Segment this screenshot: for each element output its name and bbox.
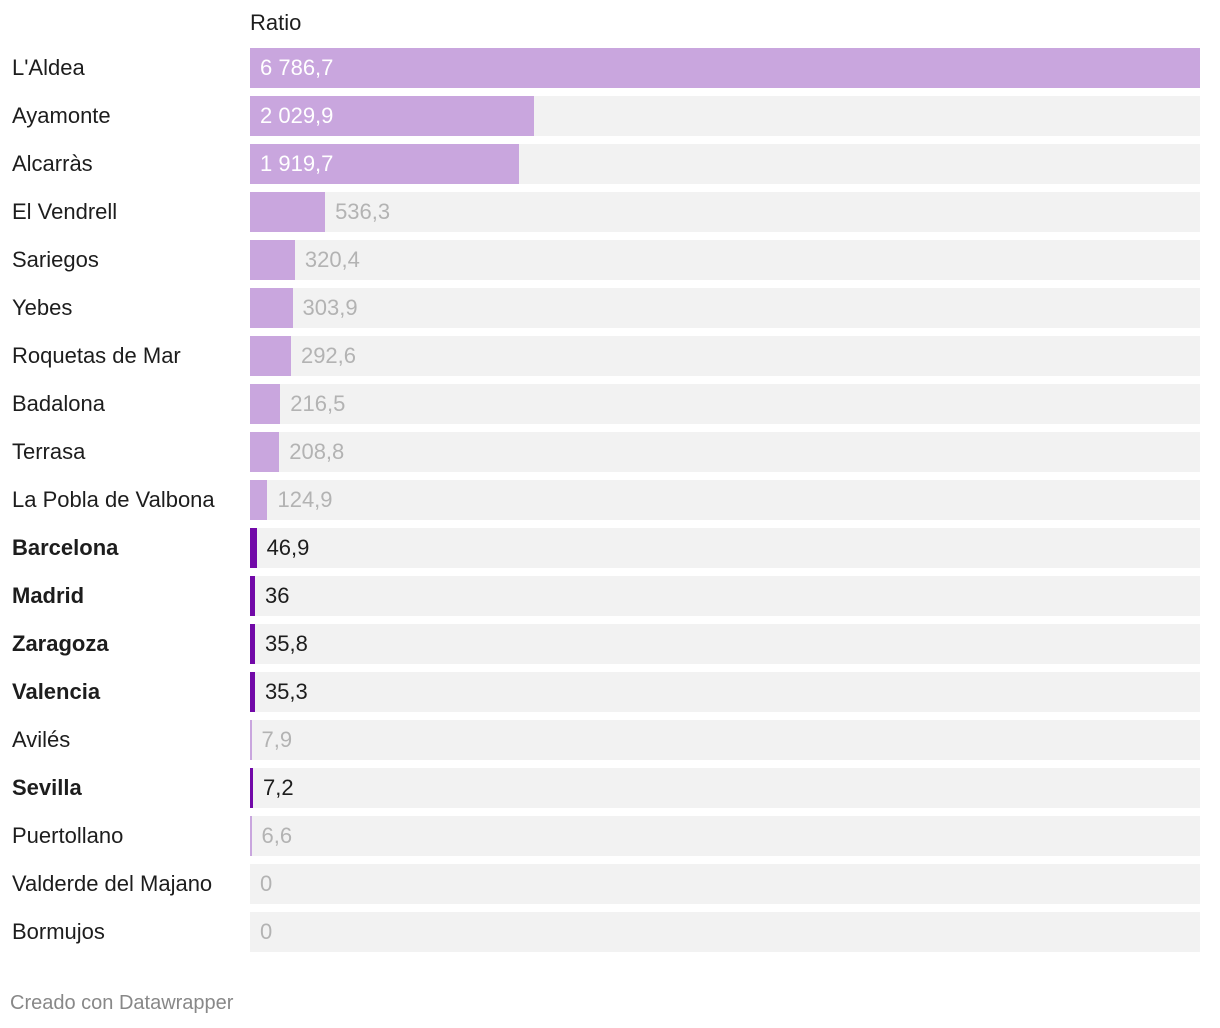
chart-row: Valderde del Majano 0	[0, 864, 1220, 904]
chart-row: Madrid 36	[0, 576, 1220, 616]
bar-value-label: 7,9	[261, 727, 293, 752]
bar	[250, 96, 535, 136]
bar-value-label: 320,4	[304, 247, 360, 272]
row-label: Yebes	[12, 295, 73, 320]
bar-value-label: 36	[265, 583, 290, 608]
chart-row: Barcelona 46,9	[0, 528, 1220, 568]
bar-value-label: 1 919,7	[260, 151, 334, 176]
bar-track: 320,4	[250, 240, 1200, 280]
bar	[250, 816, 252, 856]
bar-value-label: 2 029,9	[260, 103, 334, 128]
bar	[250, 624, 255, 664]
bar-value-label: 6,6	[261, 823, 293, 848]
row-label: El Vendrell	[12, 199, 118, 224]
bar-track: 46,9	[250, 528, 1200, 568]
bar-value-label: 0	[260, 919, 273, 944]
row-label: Valencia	[12, 679, 101, 704]
bar-value-label: 46,9	[266, 535, 310, 560]
row-label: Ayamonte	[12, 103, 111, 128]
bar-value-label: 292,6	[300, 343, 357, 368]
bar-track: 0	[250, 912, 1200, 952]
chart-row: Roquetas de Mar 292,6	[0, 336, 1220, 376]
bar	[250, 336, 291, 376]
row-label: Zaragoza	[12, 631, 109, 656]
bar-track: 1 919,7	[250, 144, 1200, 184]
row-label: Avilés	[12, 727, 71, 752]
row-label: L'Aldea	[12, 55, 85, 80]
bar	[250, 384, 281, 424]
bar	[250, 480, 268, 520]
footer-credit[interactable]: Creado con Datawrapper	[10, 992, 234, 1014]
bar-value-label: 6 786,7	[260, 55, 334, 80]
row-label: Valderde del Majano	[12, 871, 213, 896]
bar-track: 208,8	[250, 432, 1200, 472]
chart-row: Bormujos 0	[0, 912, 1220, 952]
bar-value-label: 35,8	[265, 631, 308, 656]
chart-row: Sevilla 7,2	[0, 768, 1220, 808]
bar-value-label: 0	[260, 871, 273, 896]
bar-track: 6 786,7	[250, 48, 1200, 88]
chart-row: Yebes 303,9	[0, 288, 1220, 328]
chart-row: Sariegos 320,4	[0, 240, 1220, 280]
bar-track: 7,9	[250, 720, 1200, 760]
row-label: Roquetas de Mar	[12, 343, 181, 368]
bar-track: 0	[250, 864, 1200, 904]
bar-track: 35,8	[250, 624, 1200, 664]
row-label: Terrasa	[12, 439, 86, 464]
row-label: Puertollano	[12, 823, 124, 848]
row-label: La Pobla de Valbona	[12, 487, 215, 512]
bar	[250, 192, 326, 232]
bar	[250, 576, 256, 616]
bar	[250, 528, 257, 568]
chart-row: L'Aldea 6 786,7	[0, 48, 1220, 88]
row-label: Madrid	[12, 583, 85, 608]
bar-track: 36	[250, 576, 1200, 616]
row-label: Sevilla	[12, 775, 82, 800]
bar-track: 7,2	[250, 768, 1200, 808]
row-label: Bormujos	[12, 919, 105, 944]
bar	[250, 144, 519, 184]
bar-track: 303,9	[250, 288, 1200, 328]
bar	[250, 432, 280, 472]
row-label: Sariegos	[12, 247, 99, 272]
bar-track: 6,6	[250, 816, 1200, 856]
chart-row: La Pobla de Valbona 124,9	[0, 480, 1220, 520]
chart-row: Badalona 216,5	[0, 384, 1220, 424]
bar-track: 536,3	[250, 192, 1200, 232]
chart-row: El Vendrell 536,3	[0, 192, 1220, 232]
bar-value-label: 303,9	[302, 295, 358, 320]
row-label: Alcarràs	[12, 151, 93, 176]
bar-value-label: 536,3	[335, 199, 391, 224]
bar-value-label: 208,8	[289, 439, 345, 464]
chart-row: Alcarràs 1 919,7	[0, 144, 1220, 184]
bar	[250, 672, 255, 712]
column-header: Ratio	[250, 10, 302, 35]
bar-track: 2 029,9	[250, 96, 1200, 136]
bar-track: 216,5	[250, 384, 1200, 424]
bar-track: 35,3	[250, 672, 1200, 712]
row-label: Barcelona	[12, 535, 119, 560]
chart-row: Zaragoza 35,8	[0, 624, 1220, 664]
bar	[250, 48, 1200, 88]
chart-row: Avilés 7,9	[0, 720, 1220, 760]
bar-track: 292,6	[250, 336, 1200, 376]
row-label: Badalona	[12, 391, 105, 416]
chart-row: Puertollano 6,6	[0, 816, 1220, 856]
bar-value-label: 216,5	[290, 391, 346, 416]
chart-row: Terrasa 208,8	[0, 432, 1220, 472]
bar-value-label: 35,3	[264, 679, 308, 704]
bar	[250, 720, 252, 760]
bar	[250, 768, 253, 808]
chart-row: Ayamonte 2 029,9	[0, 96, 1220, 136]
chart-row: Valencia 35,3	[0, 672, 1220, 712]
bar	[250, 240, 295, 280]
bar-value-label: 124,9	[277, 487, 333, 512]
bar	[250, 288, 293, 328]
bar-value-label: 7,2	[263, 775, 294, 800]
bar-track: 124,9	[250, 480, 1200, 520]
